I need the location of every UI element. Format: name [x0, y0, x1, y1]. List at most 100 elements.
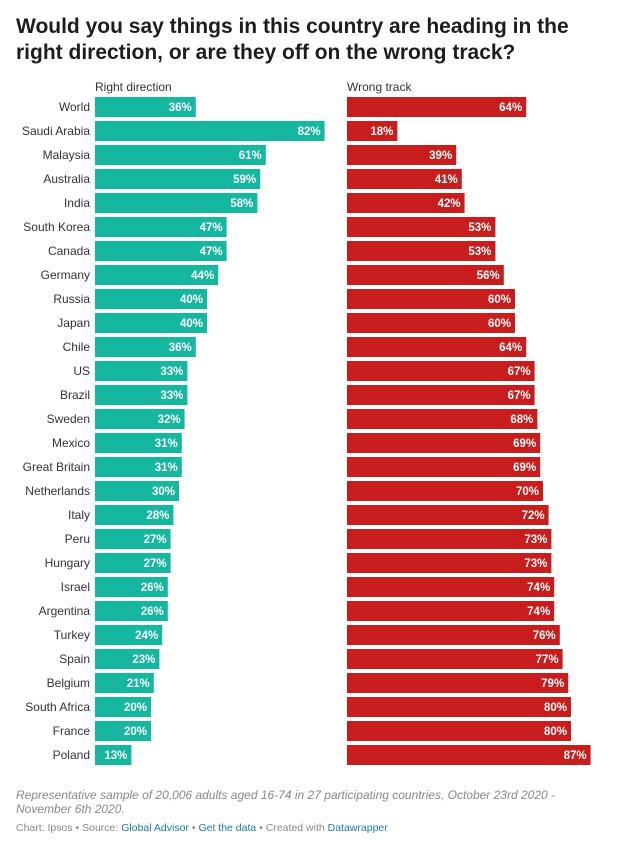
value-label-right-direction-australia: 59%	[233, 174, 256, 186]
category-label-great-britain: Great Britain	[23, 460, 90, 474]
bar-wrong-track-chile	[347, 337, 527, 357]
value-label-right-direction-italy: 28%	[146, 510, 169, 522]
value-label-wrong-track-great-britain: 69%	[513, 462, 536, 474]
bar-wrong-track-israel	[347, 577, 555, 597]
value-label-right-direction-canada: 47%	[200, 246, 223, 258]
value-label-wrong-track-hungary: 73%	[524, 558, 547, 570]
bar-right-direction-malaysia	[95, 145, 266, 165]
bar-right-direction-netherlands	[95, 481, 179, 501]
value-label-wrong-track-chile: 64%	[499, 342, 522, 354]
bar-wrong-track-belgium	[347, 673, 569, 693]
value-label-wrong-track-italy: 72%	[522, 510, 545, 522]
created-prefix: • Created with	[256, 822, 328, 834]
category-label-netherlands: Netherlands	[25, 484, 90, 498]
bar-wrong-track-france	[347, 721, 571, 741]
get-data-link[interactable]: Get the data	[198, 822, 257, 834]
value-label-right-direction-israel: 26%	[141, 582, 164, 594]
category-label-israel: Israel	[61, 580, 90, 594]
value-label-right-direction-belgium: 21%	[127, 678, 150, 690]
value-label-right-direction-argentina: 26%	[141, 606, 164, 618]
value-label-wrong-track-turkey: 76%	[533, 630, 556, 642]
value-label-right-direction-malaysia: 61%	[239, 150, 262, 162]
category-label-saudi-arabia: Saudi Arabia	[22, 124, 90, 138]
value-label-right-direction-peru: 27%	[144, 534, 167, 546]
bar-right-direction-peru	[95, 529, 171, 549]
category-label-germany: Germany	[41, 268, 90, 282]
bar-wrong-track-malaysia	[347, 145, 457, 165]
bar-wrong-track-hungary	[347, 553, 552, 573]
bar-wrong-track-brazil	[347, 385, 535, 405]
value-label-wrong-track-us: 67%	[508, 366, 531, 378]
value-label-wrong-track-australia: 41%	[435, 174, 458, 186]
value-label-wrong-track-belgium: 79%	[541, 678, 564, 690]
value-label-wrong-track-saudi-arabia: 18%	[370, 126, 393, 138]
value-label-wrong-track-india: 42%	[438, 198, 461, 210]
value-label-right-direction-poland: 13%	[104, 750, 127, 762]
bar-right-direction-belgium	[95, 673, 154, 693]
bar-right-direction-india	[95, 193, 258, 213]
value-label-right-direction-turkey: 24%	[135, 630, 158, 642]
footnote: Representative sample of 20,006 adults a…	[16, 788, 556, 816]
bar-right-direction-south-africa	[95, 697, 151, 717]
bar-wrong-track-germany	[347, 265, 504, 285]
value-label-right-direction-russia: 40%	[180, 294, 203, 306]
bar-wrong-track-peru	[347, 529, 552, 549]
category-label-france: France	[53, 724, 91, 738]
value-label-right-direction-sweden: 32%	[158, 414, 181, 426]
bar-wrong-track-russia	[347, 289, 515, 309]
category-label-south-korea: South Korea	[23, 220, 90, 234]
bar-wrong-track-world	[347, 97, 527, 117]
value-label-right-direction-great-britain: 31%	[155, 462, 178, 474]
bar-right-direction-israel	[95, 577, 168, 597]
bar-wrong-track-great-britain	[347, 457, 541, 477]
bar-wrong-track-argentina	[347, 601, 555, 621]
category-label-australia: Australia	[43, 172, 90, 186]
category-label-brazil: Brazil	[60, 388, 90, 402]
value-label-wrong-track-japan: 60%	[488, 318, 511, 330]
value-label-wrong-track-france: 80%	[544, 726, 567, 738]
category-label-argentina: Argentina	[39, 604, 91, 618]
value-label-wrong-track-germany: 56%	[477, 270, 500, 282]
bar-chart: World 36% 64% Saudi Arabia 82% 18% Malaysia 61%…	[22, 97, 591, 765]
bar-wrong-track-us	[347, 361, 535, 381]
value-label-wrong-track-israel: 74%	[527, 582, 550, 594]
bar-wrong-track-south-korea	[347, 217, 496, 237]
bar-right-direction-australia	[95, 169, 261, 189]
value-label-right-direction-france: 20%	[124, 726, 147, 738]
legend-right-direction: Right direction	[95, 80, 172, 94]
value-label-right-direction-netherlands: 30%	[152, 486, 175, 498]
category-label-peru: Peru	[65, 532, 90, 546]
bar-right-direction-great-britain	[95, 457, 182, 477]
category-label-canada: Canada	[48, 244, 90, 258]
value-label-wrong-track-argentina: 74%	[527, 606, 550, 618]
datawrapper-link[interactable]: Datawrapper	[327, 822, 388, 834]
bar-wrong-track-india	[347, 193, 465, 213]
value-label-right-direction-world: 36%	[169, 102, 192, 114]
value-label-right-direction-germany: 44%	[191, 270, 214, 282]
bar-wrong-track-saudi-arabia	[347, 121, 398, 141]
value-label-wrong-track-south-africa: 80%	[544, 702, 567, 714]
bar-right-direction-world	[95, 97, 196, 117]
value-label-right-direction-saudi-arabia: 82%	[298, 126, 321, 138]
value-label-right-direction-chile: 36%	[169, 342, 192, 354]
value-label-wrong-track-russia: 60%	[488, 294, 511, 306]
value-label-right-direction-hungary: 27%	[144, 558, 167, 570]
value-label-right-direction-brazil: 33%	[160, 390, 183, 402]
bar-right-direction-chile	[95, 337, 196, 357]
category-label-mexico: Mexico	[52, 436, 90, 450]
value-label-right-direction-south-africa: 20%	[124, 702, 147, 714]
bar-right-direction-hungary	[95, 553, 171, 573]
category-label-turkey: Turkey	[54, 628, 90, 642]
category-label-malaysia: Malaysia	[43, 148, 91, 162]
value-label-wrong-track-poland: 87%	[564, 750, 587, 762]
source-prefix: • Source:	[72, 822, 122, 834]
bar-right-direction-mexico	[95, 433, 182, 453]
value-label-wrong-track-canada: 53%	[468, 246, 491, 258]
source-link[interactable]: Global Advisor	[121, 822, 189, 834]
legend-wrong-track: Wrong track	[347, 80, 412, 94]
value-label-wrong-track-malaysia: 39%	[429, 150, 452, 162]
bar-right-direction-italy	[95, 505, 174, 525]
bar-right-direction-poland	[95, 745, 132, 765]
footer: Chart: Ipsos • Source: Global Advisor • …	[16, 822, 388, 834]
bar-right-direction-us	[95, 361, 188, 381]
